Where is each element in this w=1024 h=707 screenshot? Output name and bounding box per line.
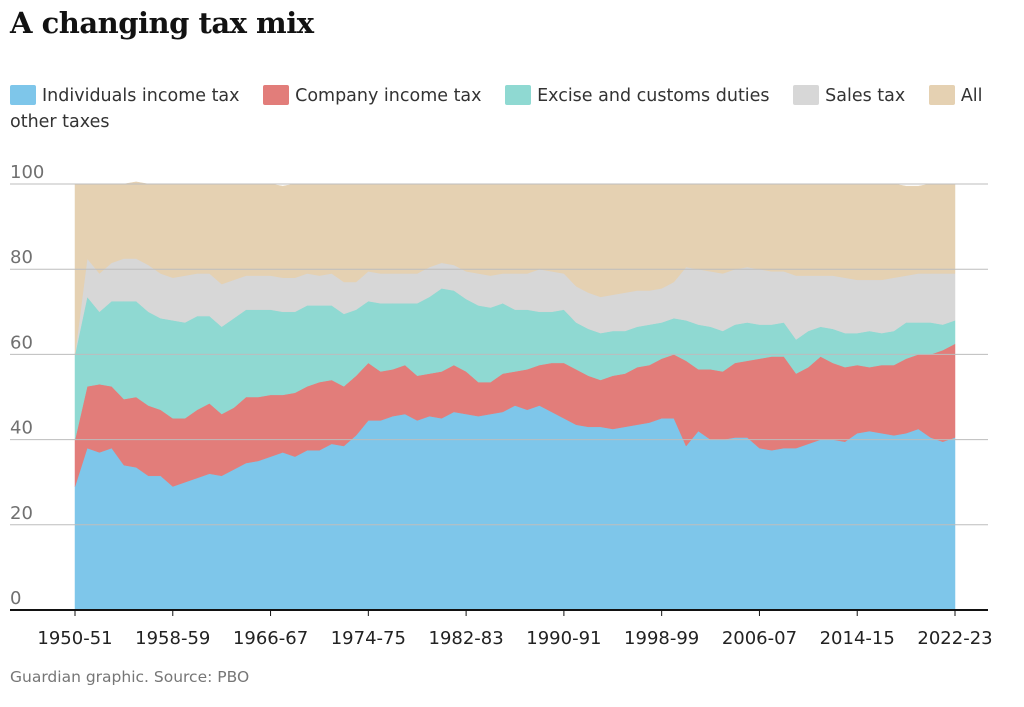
legend-label-individuals-income-tax: Individuals income tax	[42, 86, 240, 106]
y-tick-label-20: 20	[10, 503, 33, 524]
y-tick-label-40: 40	[10, 418, 33, 439]
legend-swatch-sales-tax	[793, 85, 820, 105]
x-tick-label-2006-07: 2006-07	[722, 628, 797, 649]
chart-source: Guardian graphic. Source: PBO	[10, 668, 250, 686]
legend-label-excise-customs: Excise and customs duties	[537, 86, 770, 106]
x-tick-label-1966-67: 1966-67	[233, 628, 308, 649]
x-tick-label-2014-15: 2014-15	[820, 628, 895, 649]
x-axis: 1950-51 1958-59 1966-67 1974-75 1982-83 1990-…	[10, 609, 993, 649]
y-tick-label-60: 60	[10, 332, 33, 353]
legend-label-all-other-taxes: All other taxes	[10, 86, 983, 132]
legend-swatch-all-other-taxes	[928, 85, 955, 105]
stacked-area-chart: 0 20 40 60 80 100 1950-51 1958-59 1966-67 1974-7…	[10, 162, 993, 649]
x-tick-label-1998-99: 1998-99	[624, 628, 699, 649]
legend-item-excise-customs: Excise and customs duties	[505, 85, 770, 106]
x-tick-label-1990-91: 1990-91	[526, 628, 601, 649]
y-tick-label-100: 100	[10, 162, 44, 183]
legend-item-individuals-income-tax: Individuals income tax	[10, 85, 240, 106]
legend-item-all-other-taxes: All other taxes	[10, 85, 983, 132]
area-layers	[74, 181, 956, 611]
x-tick-label-1958-59: 1958-59	[135, 628, 210, 649]
legend-swatch-individuals-income-tax	[10, 85, 36, 105]
legend-item-sales-tax: Sales tax	[793, 85, 906, 106]
y-axis-ticks: 0 20 40 60 80 100	[10, 162, 44, 609]
chart-title: A changing tax mix	[10, 6, 314, 40]
legend-item-company-income-tax: Company income tax	[263, 85, 482, 106]
legend-label-sales-tax: Sales tax	[825, 86, 906, 106]
chart-legend: Individuals income tax Company income ta…	[10, 83, 1010, 135]
x-tick-label-2022-23: 2022-23	[917, 628, 992, 649]
x-tick-label-1982-83: 1982-83	[429, 628, 504, 649]
legend-label-company-income-tax: Company income tax	[295, 86, 482, 106]
legend-swatch-excise-customs	[505, 85, 532, 105]
x-tick-label-1974-75: 1974-75	[331, 628, 406, 649]
legend-swatch-company-income-tax	[263, 85, 290, 105]
x-tick-label-1950-51: 1950-51	[37, 628, 112, 649]
y-tick-label-80: 80	[10, 247, 33, 268]
y-tick-label-0: 0	[10, 588, 21, 609]
gridlines	[10, 183, 988, 526]
